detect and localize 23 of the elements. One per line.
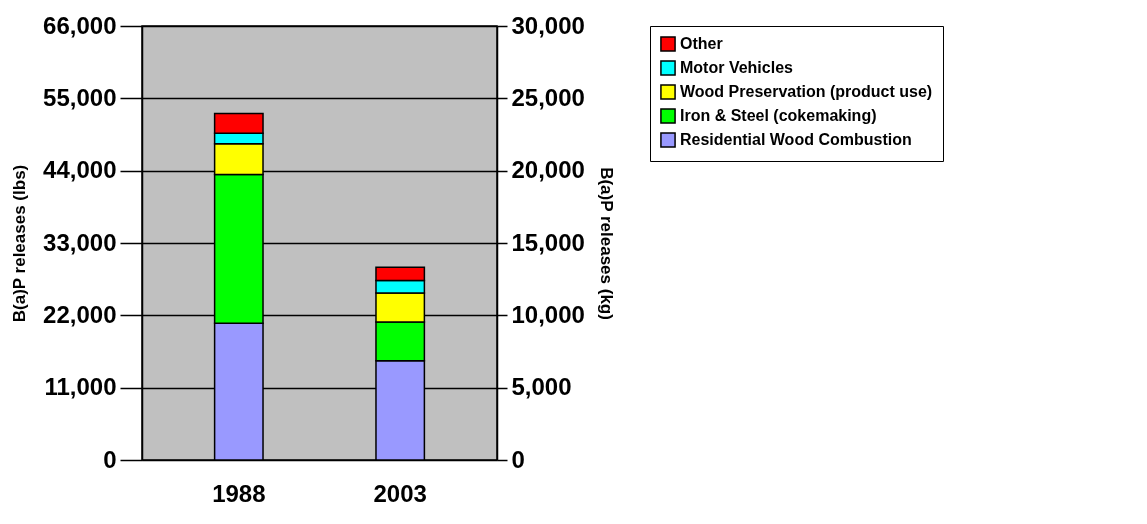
- y-tick-label: 33,000: [43, 228, 117, 256]
- x-tick-label: 2003: [373, 479, 427, 507]
- legend-label: Residential Wood Combustion: [680, 131, 912, 148]
- y-tick-label: 55,000: [43, 83, 117, 111]
- y2-tick-label: 15,000: [511, 228, 585, 256]
- y-tick-label: 44,000: [43, 156, 117, 184]
- y2-tick-label: 0: [511, 445, 525, 473]
- y2-tick-label: 25,000: [511, 83, 585, 111]
- y-tick-label: 66,000: [43, 11, 117, 39]
- y2-tick-label: 10,000: [511, 300, 585, 328]
- legend-label: Wood Preservation (product use): [680, 83, 933, 100]
- legend-label: Iron & Steel (cokemaking): [680, 107, 877, 124]
- y2-tick-label: 5,000: [511, 373, 572, 401]
- y-tick-label: 0: [103, 445, 117, 473]
- x-tick-label: 1988: [212, 479, 266, 507]
- legend-label: Other: [680, 35, 723, 52]
- y2-axis-title: B(a)P releases (kg): [596, 167, 616, 320]
- y2-tick-label: 20,000: [511, 156, 585, 184]
- y-tick-label: 22,000: [43, 300, 117, 328]
- legend-label: Motor Vehicles: [680, 59, 794, 76]
- y-axis-title: B(a)P releases (lbs): [10, 164, 30, 323]
- y-tick-label: 11,000: [44, 373, 117, 401]
- y2-tick-label: 30,000: [511, 11, 585, 39]
